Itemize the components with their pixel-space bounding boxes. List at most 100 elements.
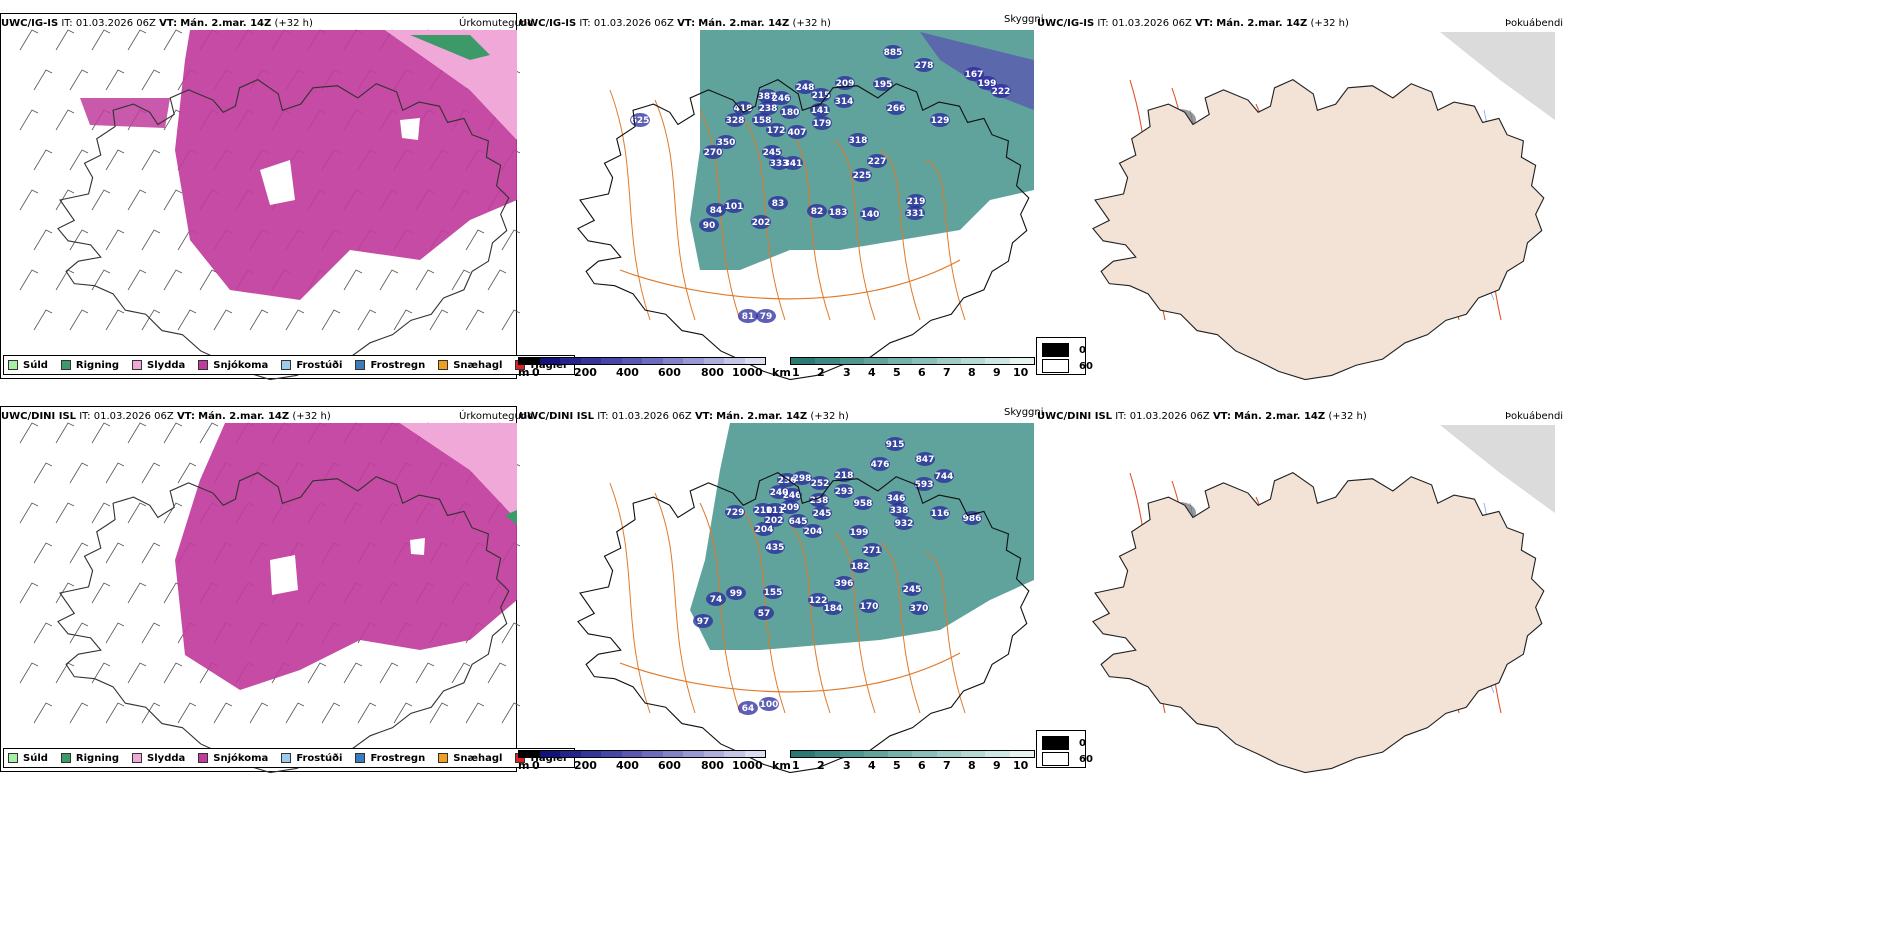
low-visibility-cell: [934, 469, 954, 483]
low-visibility-cell: [848, 133, 868, 147]
legend-item: Snjókoma: [198, 360, 268, 371]
legend-label: Haglél: [530, 752, 567, 764]
visibility-value: 209: [836, 79, 855, 89]
low-visibility-cell: [834, 484, 854, 498]
low-visibility-cell: [834, 94, 854, 108]
visibility-value: 83: [772, 199, 785, 209]
legend-label: Frostregn: [370, 752, 426, 764]
visibility-value: 245: [813, 509, 832, 519]
legend-swatch: [438, 360, 449, 370]
visibility-value: 84: [710, 206, 723, 216]
legend-label: Slydda: [147, 359, 186, 371]
visibility-value: 81: [742, 312, 755, 322]
visibility-value: 744: [935, 472, 954, 482]
low-visibility-cell: [810, 103, 830, 117]
legend-item: Snjókoma: [198, 753, 268, 764]
legend-label: Snæhagl: [453, 752, 503, 764]
visibility-value: 333: [770, 159, 789, 169]
low-visibility-cell: [915, 452, 935, 466]
visibility-value: 170: [860, 602, 879, 612]
legend-swatch: [281, 753, 292, 763]
visibility-value: 396: [835, 579, 854, 589]
legend-item: Slydda: [132, 753, 185, 764]
low-visibility-cell: [834, 576, 854, 590]
low-visibility-cell: [808, 593, 828, 607]
fog-patch: [1214, 119, 1246, 141]
low-visibility-cell: [757, 89, 777, 103]
low-visibility-cell: [930, 506, 950, 520]
visibility-value: 331: [906, 209, 925, 219]
visibility-value: 179: [813, 119, 832, 129]
low-visibility-cell: [724, 199, 744, 213]
low-visibility-cell: [853, 496, 873, 510]
visibility-value: 111: [766, 506, 785, 516]
visibility-value: 167: [965, 70, 984, 80]
visibility-value: 240: [770, 488, 789, 498]
legend-item: Frostúði: [281, 360, 342, 371]
visibility-value: 625: [631, 116, 650, 126]
low-visibility-cell: [766, 123, 786, 137]
visibility-value: 195: [874, 80, 893, 90]
visibility-value: 236: [778, 476, 797, 486]
low-visibility-cell: [894, 516, 914, 530]
visibility-value: 370: [910, 604, 929, 614]
low-visibility-cell: [828, 205, 848, 219]
visibility-value: 116: [931, 509, 950, 519]
low-visibility-cell: [889, 503, 909, 517]
fog-patch: [1164, 502, 1196, 524]
panel-header: UWC/IG-IS IT: 01.03.2026 06Z VT: Mán. 2.…: [1, 18, 313, 29]
fog-patch: [1264, 304, 1296, 326]
fog-patch: [1339, 597, 1371, 619]
visibility-value: 210: [754, 506, 773, 516]
low-visibility-cell: [905, 206, 925, 220]
visibility-value: 227: [868, 157, 887, 167]
visibility-value: 246: [772, 94, 791, 104]
low-visibility-cell: [811, 88, 831, 102]
low-visibility-cell: [733, 101, 753, 115]
visibility-value: 184: [824, 604, 843, 614]
height-colorbar: m 0 200 400 600 800 1000: [518, 357, 768, 381]
panel-title: Úrkomutegund: [459, 411, 534, 422]
fog-patch: [1164, 109, 1196, 131]
fog-patch: [1264, 697, 1296, 719]
visibility-value: 350: [717, 138, 736, 148]
legend-swatch: [132, 753, 143, 763]
low-visibility-cell: [914, 58, 934, 72]
low-visibility-cell: [699, 218, 719, 232]
legend-swatch: [8, 360, 18, 370]
visibility-value: 140: [861, 210, 880, 220]
low-visibility-cell: [787, 125, 807, 139]
panel-header: UWC/DINI ISL IT: 01.03.2026 06Z VT: Mán.…: [1, 411, 331, 422]
visibility-value: 215: [812, 91, 831, 101]
precip-type-legend: Súld Rigning Slydda Snjókoma Frostúði Frostre…: [3, 748, 576, 768]
visibility-value: 593: [915, 480, 934, 490]
visibility-value: 199: [978, 79, 997, 89]
low-visibility-cell: [810, 476, 830, 490]
low-visibility-cell: [807, 204, 827, 218]
visibility-value: 270: [704, 148, 723, 158]
visibility-value: 57: [758, 609, 771, 619]
visibility-value: 986: [963, 514, 982, 524]
visibility-value: 141: [811, 106, 830, 116]
visibility-value: 183: [829, 208, 848, 218]
legend-item: Snæhagl: [438, 360, 502, 371]
visibility-value: 278: [915, 61, 934, 71]
low-visibility-cell: [991, 84, 1011, 98]
low-visibility-cell: [765, 540, 785, 554]
visibility-value: 328: [726, 116, 745, 126]
panel-title: Skyggni: [1004, 14, 1044, 25]
coastline: [1092, 472, 1545, 774]
legend-swatch: [60, 360, 71, 370]
low-visibility-cell: [726, 586, 746, 600]
visibility-value: 64: [742, 704, 755, 714]
visibility-value: 222: [992, 87, 1011, 97]
low-visibility-cell: [693, 614, 713, 628]
legend-label: Haglél: [530, 359, 567, 371]
low-visibility-cell: [765, 503, 785, 517]
low-visibility-cell: [763, 585, 783, 599]
low-visibility-cell: [783, 156, 803, 170]
visibility-value: 847: [916, 455, 935, 465]
visibility-value: 100: [760, 700, 779, 710]
low-visibility-cell: [706, 203, 726, 217]
